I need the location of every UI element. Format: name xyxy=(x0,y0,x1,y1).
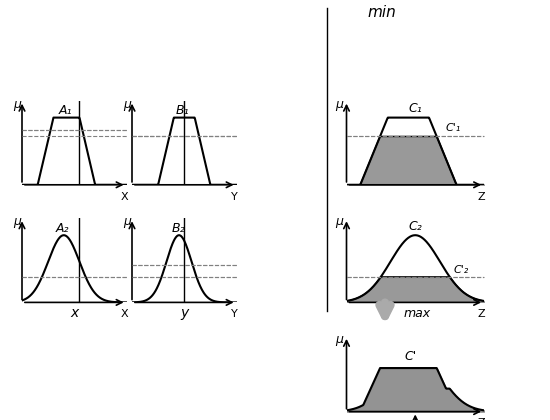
Text: μ: μ xyxy=(336,333,344,346)
Text: μ: μ xyxy=(13,215,21,228)
Text: Z: Z xyxy=(477,309,485,319)
Text: Z: Z xyxy=(477,417,485,420)
Text: A₂: A₂ xyxy=(56,222,69,235)
Text: Z: Z xyxy=(477,192,485,202)
Text: X: X xyxy=(120,309,128,319)
Text: μ: μ xyxy=(13,98,21,110)
Text: X: X xyxy=(120,192,128,202)
Text: B₁: B₁ xyxy=(176,104,190,117)
Text: μ: μ xyxy=(123,215,131,228)
Text: max: max xyxy=(404,307,431,320)
Text: C'₂: C'₂ xyxy=(454,265,469,275)
Text: x: x xyxy=(70,306,78,320)
Text: y: y xyxy=(180,306,188,320)
Text: C'₁: C'₁ xyxy=(446,123,461,133)
Text: C₁: C₁ xyxy=(408,102,422,115)
Text: Y: Y xyxy=(231,309,238,319)
Text: A₁: A₁ xyxy=(59,104,72,117)
Text: Y: Y xyxy=(231,192,238,202)
Text: min: min xyxy=(368,5,397,20)
Text: C₂: C₂ xyxy=(408,220,422,233)
Text: C': C' xyxy=(404,350,416,363)
Text: μ: μ xyxy=(336,215,344,228)
Text: μ: μ xyxy=(336,98,344,110)
Text: μ: μ xyxy=(123,98,131,110)
Text: B₂: B₂ xyxy=(172,222,185,235)
